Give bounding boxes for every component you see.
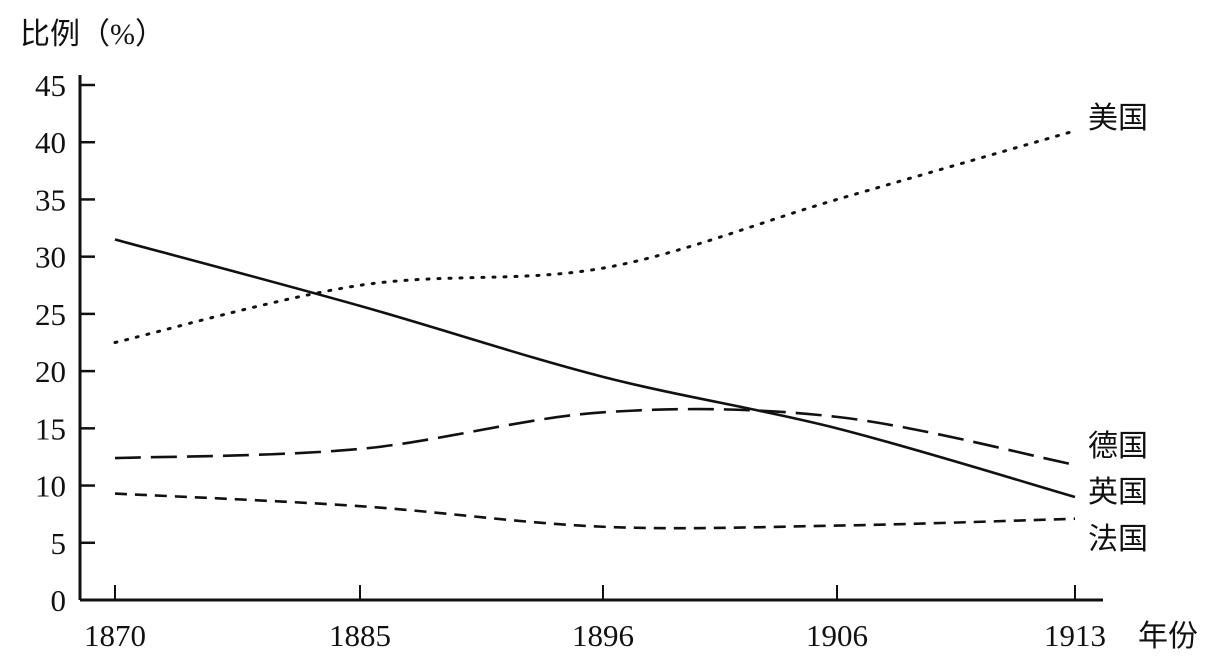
x-tick-label: 1913 xyxy=(1044,618,1106,653)
y-tick-label: 35 xyxy=(35,182,66,217)
series-label: 德国 xyxy=(1088,430,1148,463)
y-tick-label: 0 xyxy=(51,583,67,618)
y-tick-label: 5 xyxy=(51,526,67,561)
series-line xyxy=(114,407,1076,467)
series-label: 美国 xyxy=(1088,102,1148,135)
series-line xyxy=(114,238,1076,499)
y-tick-label: 25 xyxy=(35,297,66,332)
series-line xyxy=(114,492,1076,530)
y-tick-label: 20 xyxy=(35,354,66,389)
y-tick-label: 45 xyxy=(35,68,66,103)
y-tick-label: 10 xyxy=(35,469,66,504)
series-line xyxy=(113,129,1077,344)
series-label: 法国 xyxy=(1088,523,1148,556)
y-axis-label: 比例（%） xyxy=(20,18,165,51)
y-tick-label: 40 xyxy=(35,125,66,160)
y-tick-label: 30 xyxy=(35,240,66,275)
x-tick-label: 1906 xyxy=(806,618,868,653)
x-tick-label: 1870 xyxy=(84,618,146,653)
y-tick-label: 15 xyxy=(35,411,66,446)
x-tick-label: 1885 xyxy=(329,618,391,653)
x-tick-label: 1896 xyxy=(572,618,634,653)
series-label: 英国 xyxy=(1088,476,1148,509)
x-axis-label: 年份 xyxy=(1138,620,1198,653)
